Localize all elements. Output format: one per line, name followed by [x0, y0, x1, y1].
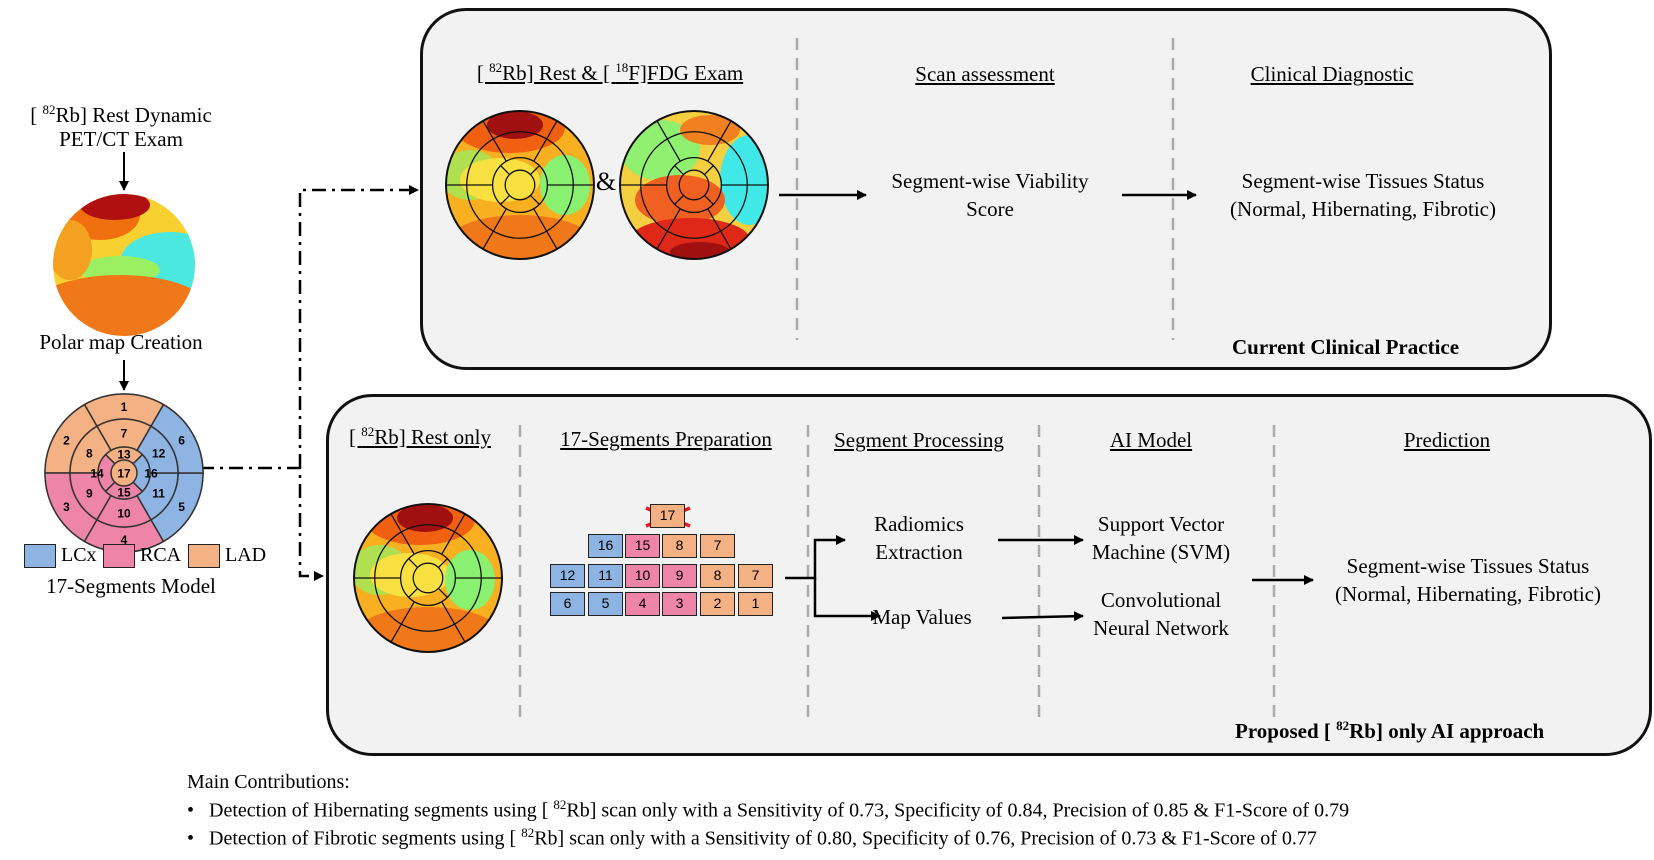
contribution-hibernating: • Detection of Hibernating segments usin…	[187, 797, 1350, 822]
proposed-approach-panel	[326, 394, 1652, 756]
segments-model-caption: 17-Segments Model	[46, 574, 216, 598]
exam-title: [ 82Rb] Rest Dynamic	[30, 102, 212, 127]
rb-polar-map-proposed	[354, 504, 502, 652]
current-practice-label: Current Clinical Practice	[1232, 335, 1460, 359]
map-values: Map Values	[872, 605, 972, 629]
legend-swatch-rca	[103, 544, 135, 568]
segment-cell-6: 6	[550, 592, 585, 616]
proposed-approach-label: Proposed [ 82Rb] only AI approach	[1235, 718, 1545, 743]
segment-cell-2: 2	[700, 592, 735, 616]
segment-cell-4: 4	[625, 592, 660, 616]
contributions-title: Main Contributions:	[187, 771, 350, 793]
exam-subtitle: PET/CT Exam	[59, 127, 183, 151]
model-segment-label-16: 16	[144, 467, 158, 481]
model-segment-label-14: 14	[90, 467, 104, 481]
model-segment-label-11: 11	[152, 487, 165, 501]
current-header-assessment: Scan assessment	[915, 62, 1055, 86]
segment-cell-10: 10	[625, 564, 660, 588]
segment-cell-7: 7	[700, 534, 735, 558]
svm-model: Support Vector Machine (SVM)	[1091, 512, 1231, 564]
model-segment-label-6: 6	[178, 433, 185, 447]
fdg-polar-map-current-grid	[619, 110, 769, 260]
proposed-tissue-status: Segment-wise Tissues Status (Normal, Hibe…	[1335, 554, 1601, 606]
segment-cell-7: 7	[738, 564, 773, 588]
legend-swatch-lad	[188, 544, 220, 568]
ampersand: &	[595, 167, 617, 196]
rb-polar-map-proposed-grid	[353, 503, 503, 653]
model-segment-label-12: 12	[152, 447, 166, 461]
segment-cell-16: 16	[588, 534, 623, 558]
legend-label-lcx: LCx	[61, 544, 97, 566]
model-segment-label-4: 4	[121, 533, 128, 547]
model-segment-label-9: 9	[86, 487, 93, 501]
proposed-header-rest: [ 82Rb] Rest only	[349, 424, 491, 449]
model-segment-label-8: 8	[86, 447, 93, 461]
segment-cell-8: 8	[700, 564, 735, 588]
segment-cell-11: 11	[588, 564, 623, 588]
legend-swatch-lcx	[24, 544, 56, 568]
segment-cell-3: 3	[662, 592, 697, 616]
contribution-fibrotic: • Detection of Fibrotic segments using […	[187, 825, 1317, 850]
current-header-exam: [ 82Rb] Rest & [ 18F]FDG Exam	[476, 60, 744, 85]
rb-polar-map-current-grid	[445, 110, 595, 260]
model-segment-label-5: 5	[178, 500, 185, 514]
viability-score: Segment-wise Viability Score	[891, 169, 1089, 221]
current-tissue-status: Segment-wise Tissues Status (Normal, Hibe…	[1230, 169, 1496, 221]
polar-map-caption: Polar map Creation	[39, 330, 203, 354]
polar-map-heatmap	[53, 194, 195, 336]
model-segment-label-7: 7	[121, 427, 128, 441]
model-segment-label-13: 13	[117, 448, 131, 462]
model-segment-label-10: 10	[117, 507, 131, 521]
proposed-header-prediction: Prediction	[1403, 428, 1491, 452]
model-segment-label-3: 3	[63, 500, 70, 514]
current-practice-panel	[420, 8, 1552, 370]
current-header-diagnostic: Clinical Diagnostic	[1250, 62, 1414, 86]
segment-cell-12: 12	[550, 564, 585, 588]
radiomics-extraction: Radiomics Extraction	[874, 512, 964, 564]
segment-cell-17-crossed: 17	[650, 504, 685, 528]
proposed-header-preparation: 17-Segments Preparation	[560, 427, 772, 451]
segment-cell-5: 5	[588, 592, 623, 616]
rb-polar-map-current	[446, 111, 594, 259]
segment-cell-15: 15	[625, 534, 660, 558]
segment-cell-9: 9	[662, 564, 697, 588]
legend-label-rca: RCA	[140, 544, 182, 566]
segment-cell-8: 8	[662, 534, 697, 558]
segment-cell-1: 1	[738, 592, 773, 616]
proposed-header-processing: Segment Processing	[834, 428, 1004, 452]
model-segment-label-1: 1	[121, 400, 128, 414]
cnn-model: Convolutional Neural Network	[1093, 588, 1229, 640]
model-segment-label-17: 17	[117, 467, 131, 481]
legend-label-lad: LAD	[225, 544, 267, 566]
model-segment-label-2: 2	[63, 433, 70, 447]
proposed-header-ai-model: AI Model	[1109, 428, 1193, 452]
model-segment-label-15: 15	[117, 486, 131, 500]
model-segment-17	[110, 459, 138, 487]
